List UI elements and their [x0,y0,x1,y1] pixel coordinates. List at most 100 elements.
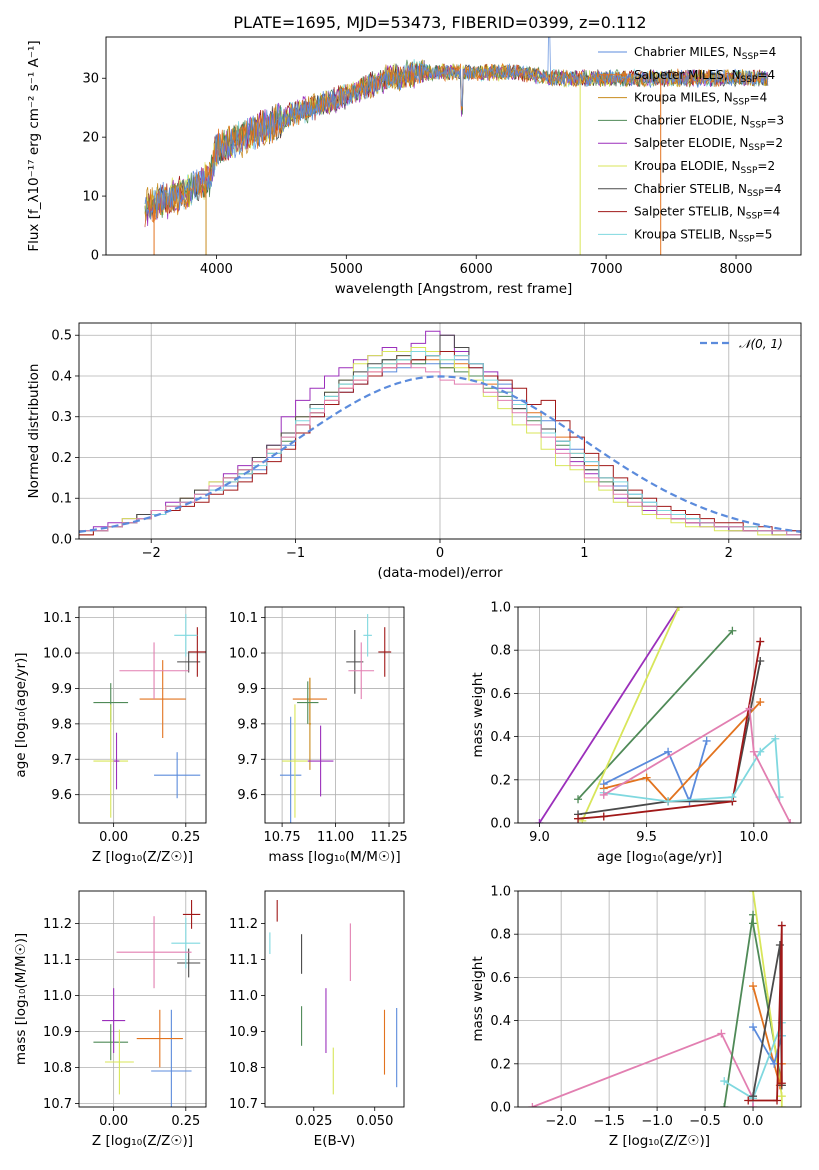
weight-line [577,660,762,816]
x-tick-label: 0.25 [171,830,200,845]
x-axis-label: Z [log₁₀(Z/Z☉)] [92,849,193,865]
legend-nssp: 2 [767,159,775,173]
x-tick-label: 5000 [330,262,363,277]
y-axis-label: mass weight [470,956,486,1041]
legend-nssp: 4 [769,45,777,59]
y-tick-label: 0.2 [490,773,511,788]
y-axis-label: Flux [f_λ10⁻¹⁷ erg cm⁻² s⁻¹ A⁻¹] [26,40,42,251]
axes-frame [105,36,802,256]
legend-nssp: 4 [767,68,775,82]
y-tick-label: 0.8 [490,928,511,943]
y-tick-label: 10 [82,190,99,205]
weight-line [577,641,762,820]
legend-name: Chabrier MILES [634,45,725,59]
errorbar-point [174,614,198,657]
weight-line [603,707,792,823]
errorbar-point [171,918,201,969]
weight-line [532,1032,754,1107]
legend-name: Salpeter MILES [634,68,724,82]
x-tick-label: 11.25 [370,830,407,845]
x-axis-label: wavelength [Angstrom, rest frame] [335,281,573,297]
errorbar-point [308,677,311,770]
errorbar-point [177,651,201,673]
weight-marker [749,1023,758,1032]
x-tick-label: 0.025 [295,1114,332,1129]
weight-line [603,740,708,805]
legend-nssp: 2 [775,136,783,150]
y-tick-label: 9.8 [237,717,258,732]
y-tick-label: 0.0 [51,533,72,548]
weight-marker [744,1096,753,1105]
plot-area-age-weight [535,607,795,823]
weight-marker [574,814,583,823]
weight-marker [777,921,786,930]
x-tick-label: −2 [142,546,161,561]
legend-name: Salpeter STELIB [634,205,729,219]
weight-marker [728,626,737,635]
spectrum-title: PLATE=1695, MJD=53473, FIBERID=0399, z=0… [233,13,646,32]
y-tick-label: 10.7 [43,1097,72,1112]
x-tick-label: 2 [725,546,733,561]
weight-marker [756,637,765,646]
y-tick-label: 10.1 [43,611,72,626]
y-tick-label: 9.9 [51,682,72,697]
plot-area-z-weight [528,891,786,1107]
errorbar-point [279,716,302,823]
y-tick-label: 9.7 [237,753,258,768]
weight-line [723,914,783,1107]
y-tick-label: 0.4 [490,1014,511,1029]
plot-area-ebv-mass [269,900,398,1095]
weight-marker [528,1103,537,1107]
weight-marker [777,1103,786,1107]
y-tick-label: 0.4 [51,369,72,384]
y-tick-label: 11.2 [229,917,258,932]
y-tick-label: 0.1 [51,492,72,507]
x-axis-label: Z [log₁₀(Z/Z☉)] [92,1133,193,1149]
y-tick-label: 20 [82,131,99,146]
errorbar-point [151,1009,192,1107]
x-tick-label: 10.0 [739,830,768,845]
weight-marker [720,1103,729,1107]
errorbar-point [119,642,189,700]
x-axis-label: age [log₁₀(age/yr)] [597,849,722,865]
legend-entry: Salpeter STELIB, NSSP=4 [634,205,780,222]
errorbar-point [139,660,186,739]
weight-series [599,704,795,823]
weight-line [748,925,783,1102]
weight-marker [599,790,608,799]
weight-series [599,734,784,806]
y-axis-label: mass weight [470,672,486,757]
y-tick-label: 0.3 [51,410,72,425]
x-tick-label: 11.00 [317,830,354,845]
x-axis-label: mass [log₁₀(M/M☉)] [268,849,400,865]
chart-spectrum: 4000 5000 6000 7000 8000 0 10 20 30 wavelength [A… [26,36,802,297]
errorbar-point [177,948,201,978]
weight-marker [664,797,673,806]
y-tick-label: 0.8 [490,644,511,659]
legend-nssp: 4 [760,91,768,105]
y-tick-label: 10.8 [229,1061,258,1076]
y-tick-label: 10.9 [43,1025,72,1040]
legend-nssp: 5 [765,227,773,241]
x-tick-label: 0.00 [99,1114,128,1129]
axes-frame [264,890,405,1108]
errorbar-point [136,1009,183,1068]
histogram-series [79,363,801,539]
x-tick-label: −1.5 [593,1114,625,1129]
weight-marker [702,736,711,745]
weight-marker [771,734,780,743]
axes-frame [517,890,802,1108]
x-tick-label: 0.0 [743,1114,764,1129]
errorbar-point [93,1024,129,1061]
x-axis-label: E(B-V) [314,1133,356,1149]
weight-marker [535,819,544,823]
y-tick-label: 0.4 [490,730,511,745]
y-tick-label: 11.1 [43,953,72,968]
x-tick-label: 1 [580,546,588,561]
errorbar-point [297,681,319,724]
y-axis-label: mass [log₁₀(M/M☉)] [13,933,29,1065]
weight-marker [664,747,673,756]
x-tick-label: 6000 [460,262,493,277]
weight-marker [720,1077,729,1086]
